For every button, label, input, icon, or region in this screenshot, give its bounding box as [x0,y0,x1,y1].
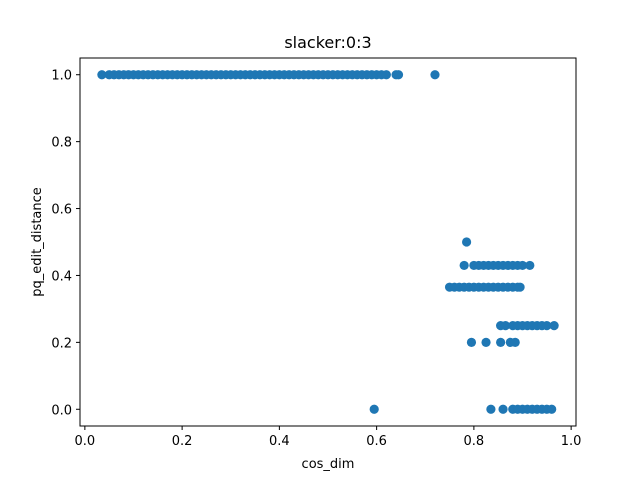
scatter-point [517,260,528,271]
chart-title: slacker:0:3 [284,33,371,52]
scatter-point [542,321,552,331]
scatter-point [393,70,404,80]
x-tick-label: 0.0 [75,434,96,449]
y-tick-label: 0.4 [51,269,72,284]
ticks-layer: 0.0 0.2 0.4 0.6 0.8 1.0 0.0 0.2 0.4 0.6 0.8 1.0 [51,69,581,449]
scatter-point [481,337,491,347]
y-tick-label: 0.8 [51,136,72,151]
x-tick-label: 1.0 [561,434,582,449]
scatter-point [381,70,391,80]
x-tick-label: 0.8 [464,434,485,449]
x-tick-label: 0.4 [269,434,290,449]
scatter-point [97,70,107,80]
scatter-point [547,404,557,414]
x-axis-title: cos_dim [302,457,355,472]
scatter-point [500,321,511,331]
scatter-point [510,337,520,347]
scatter-point [486,404,496,414]
scatter-point [459,260,469,271]
points-layer [97,70,559,414]
y-axis-title: pq_edit_distance [30,187,45,297]
scatter-point [549,321,559,331]
scatter-point [515,282,525,292]
x-tick-label: 0.2 [172,434,193,449]
y-tick-label: 0.6 [51,203,72,218]
scatter-point [369,404,379,414]
scatter-point [496,337,506,347]
y-tick-label: 1.0 [51,69,72,84]
scatter-point [525,260,535,271]
scatter-point [430,70,440,80]
plot-frame [79,57,577,427]
y-tick-label: 0.2 [51,336,72,351]
scatter-point [498,404,508,414]
x-tick-label: 0.6 [366,434,387,449]
scatter-point [466,337,477,347]
y-tick-label: 0.0 [51,403,72,418]
scatter-point [461,237,472,247]
